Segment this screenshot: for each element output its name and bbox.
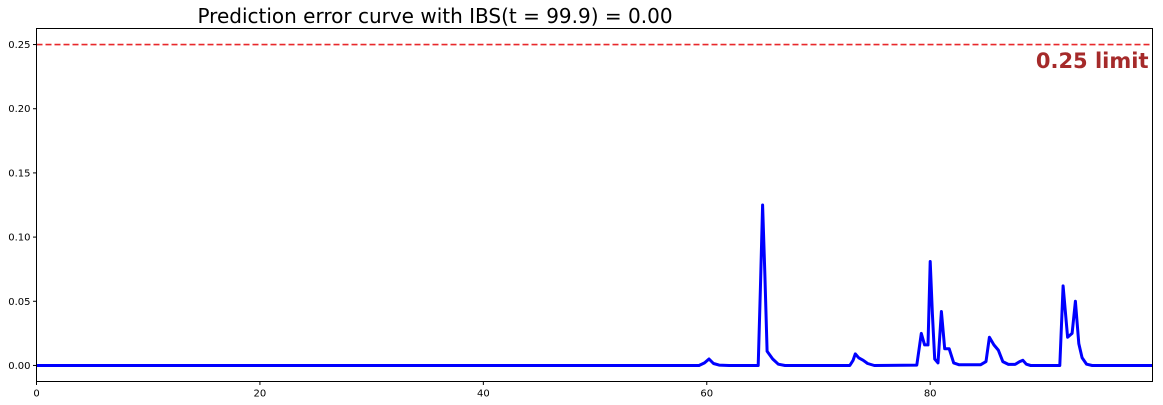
y-tick-label: 0.20 (8, 104, 30, 115)
x-tick-label: 0 (33, 389, 39, 400)
x-tick-label: 80 (924, 389, 937, 400)
x-tick-label: 40 (477, 389, 490, 400)
y-tick-label: 0.00 (8, 361, 30, 372)
plot-frame (36, 28, 1153, 382)
error-curve-line (36, 203, 1153, 367)
chart-title: Prediction error curve with IBS(t = 99.9… (197, 4, 672, 28)
x-tick-label: 20 (254, 389, 267, 400)
y-tick-label: 0.25 (8, 40, 30, 51)
x-axis: 0 20 40 60 80 (33, 381, 937, 400)
y-tick-label: 0.10 (8, 233, 30, 244)
limit-annotation: 0.25 limit (1036, 49, 1149, 73)
plot-area (36, 43, 1153, 367)
y-tick-label: 0.15 (8, 168, 30, 179)
y-tick-label: 0.05 (8, 297, 30, 308)
x-tick-label: 60 (700, 389, 713, 400)
y-axis: 0.00 0.05 0.10 0.15 0.20 0.25 (8, 40, 37, 372)
